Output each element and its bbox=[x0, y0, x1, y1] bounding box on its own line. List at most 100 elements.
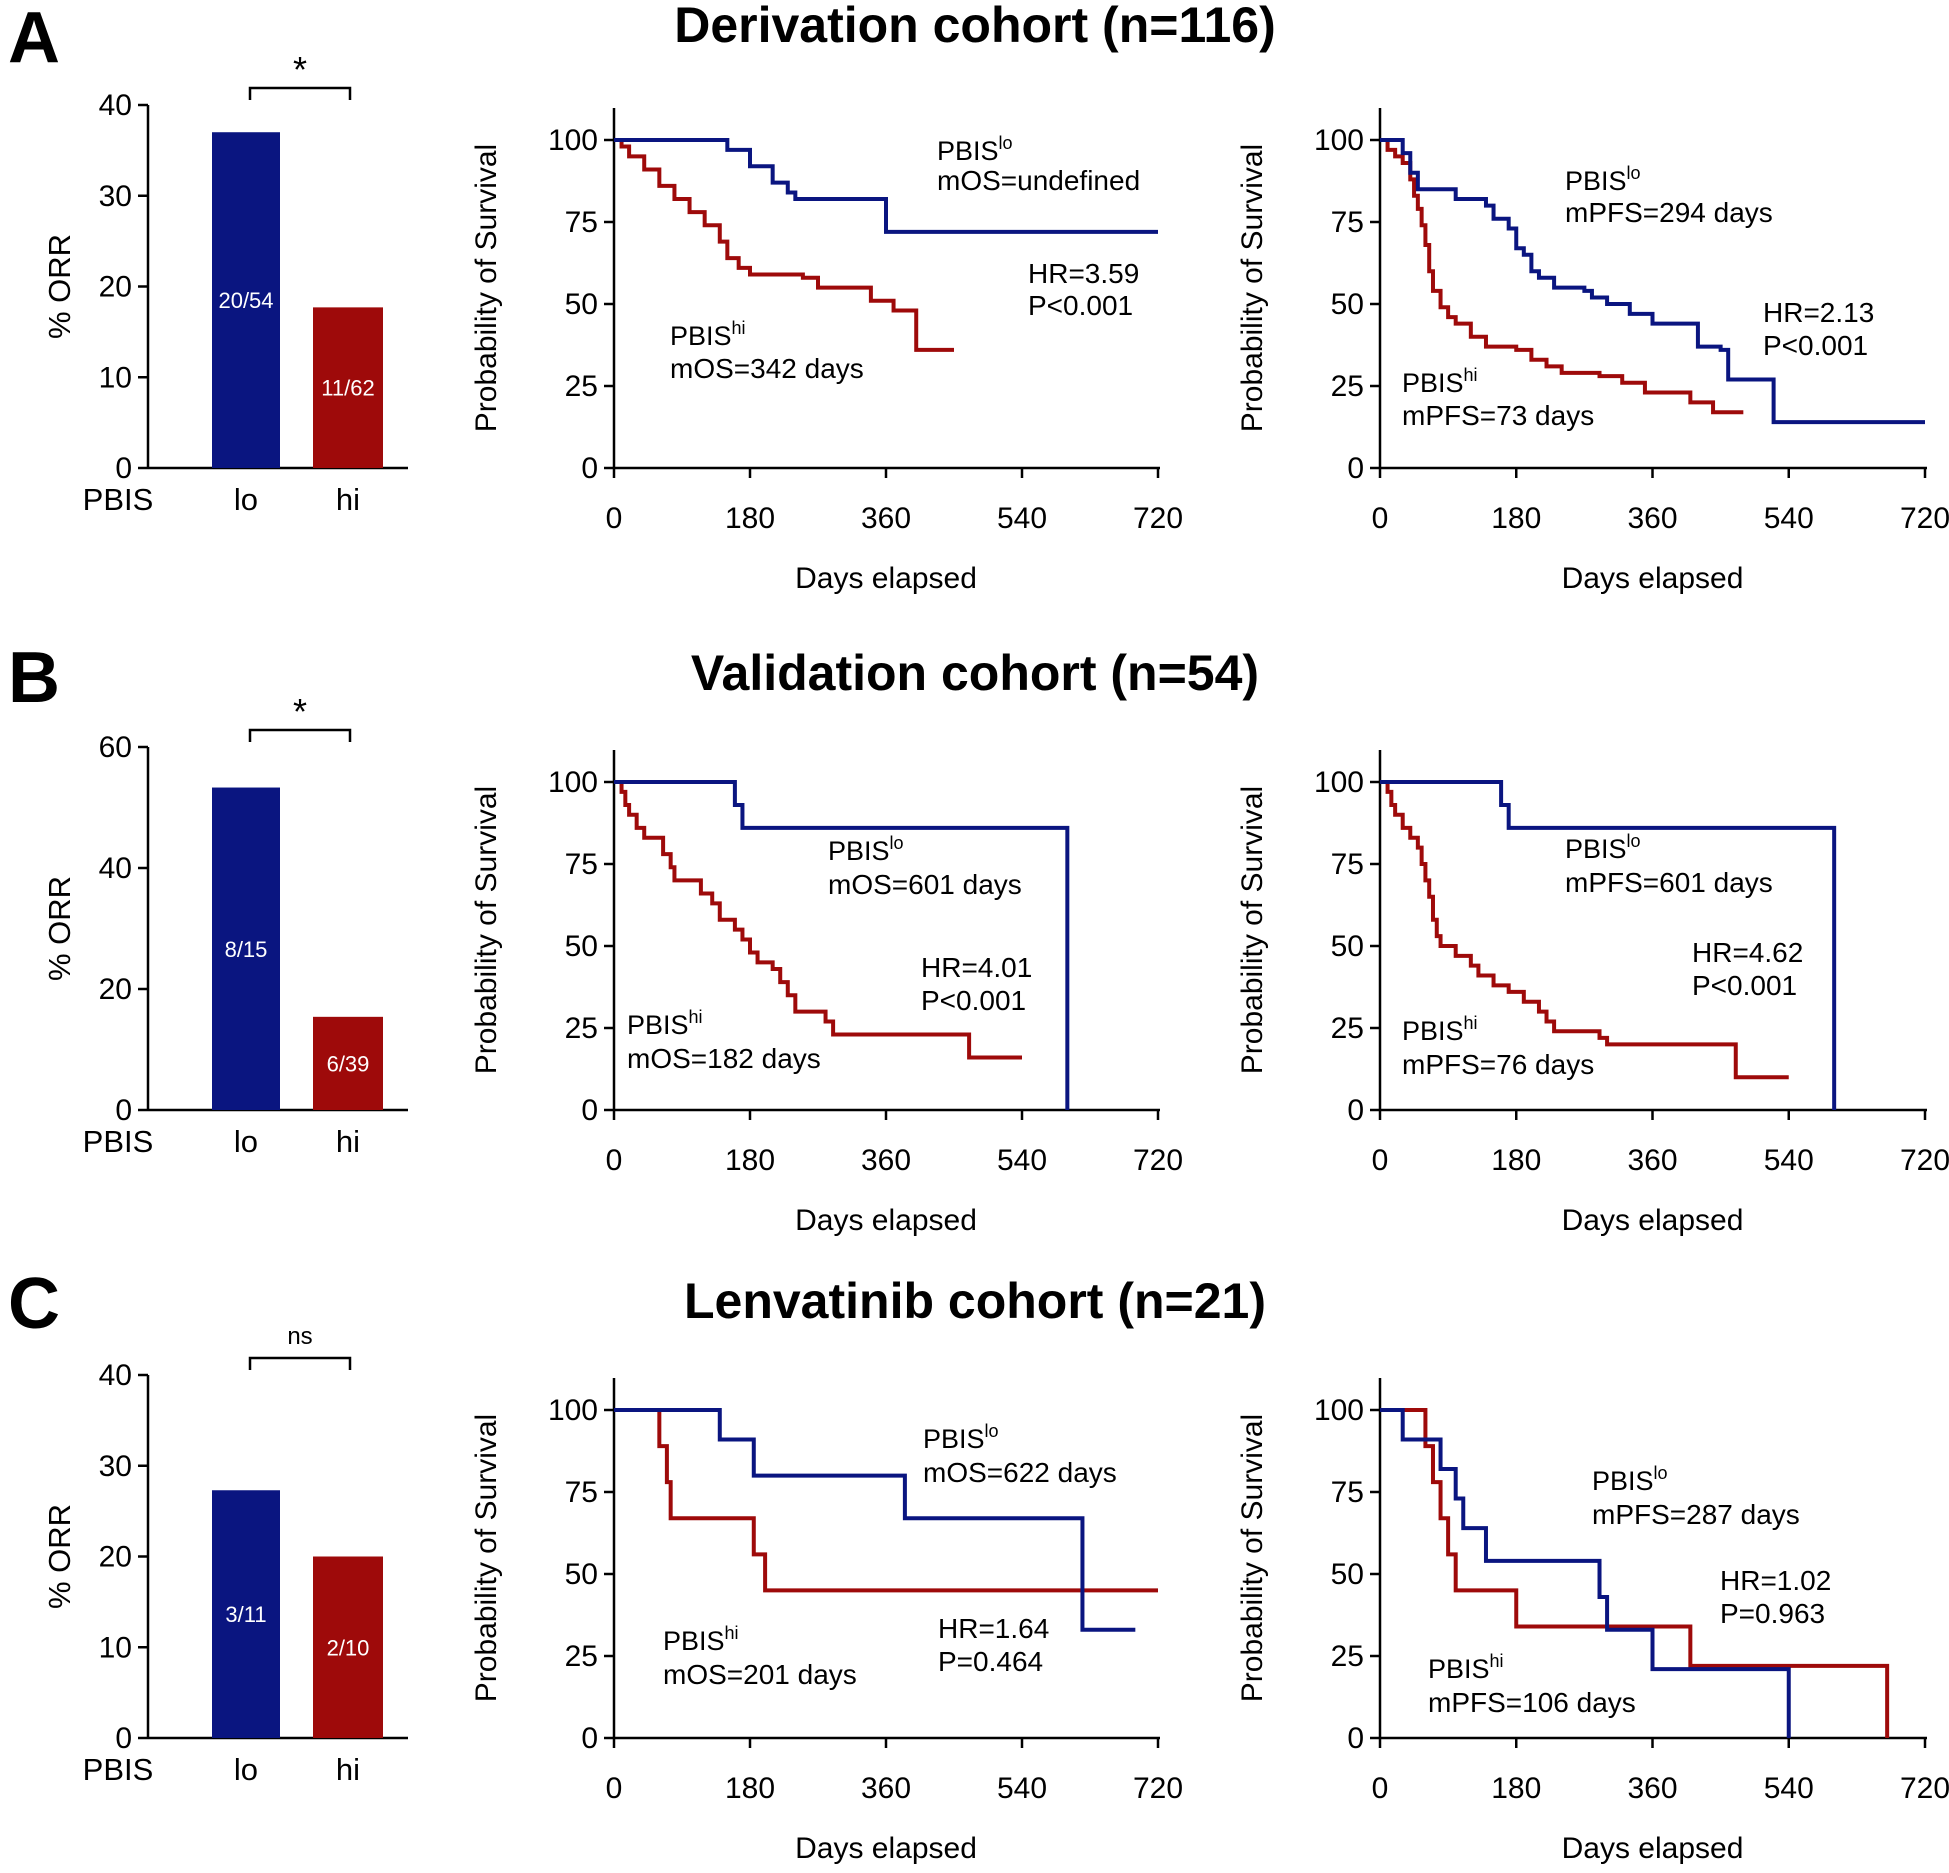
y-tick-label: 50 bbox=[565, 288, 598, 321]
group-hi-label: PBIShi bbox=[670, 318, 746, 351]
y-axis-title: % ORR bbox=[42, 234, 77, 339]
y-tick-label: 100 bbox=[548, 766, 598, 799]
pfs-km-chart: 0 25 50 75 100 0 180 360 540 720 Probability of Su… bbox=[1236, 108, 1949, 595]
hazard-ratio-label: HR=1.02 bbox=[1720, 1565, 1831, 1596]
y-tick-label: 50 bbox=[1331, 930, 1364, 963]
y-tick-label: 50 bbox=[565, 930, 598, 963]
group-label: PBIS bbox=[1428, 1654, 1490, 1684]
bar-category-label: lo bbox=[234, 482, 258, 517]
x-tick-label: 720 bbox=[1133, 1772, 1183, 1805]
group-label: PBIS bbox=[828, 836, 890, 866]
y-tick-label: 20 bbox=[99, 271, 132, 304]
x-tick-label: 360 bbox=[861, 502, 911, 535]
significance-label: * bbox=[293, 691, 307, 732]
significance-bracket bbox=[248, 1356, 352, 1370]
x-group-label: PBIS bbox=[83, 482, 154, 517]
y-tick-label: 100 bbox=[1314, 124, 1364, 157]
y-tick-label: 0 bbox=[1347, 452, 1364, 485]
bar-count-label: 8/15 bbox=[225, 937, 268, 962]
group-superscript: lo bbox=[1627, 831, 1641, 851]
p-value-label: P<0.001 bbox=[921, 985, 1026, 1016]
y-tick-label: 100 bbox=[548, 124, 598, 157]
y-tick-label: 0 bbox=[115, 1722, 132, 1755]
group-lo-label: PBISlo bbox=[923, 1421, 999, 1454]
bar-count-label: 2/10 bbox=[327, 1635, 370, 1660]
curve-hi bbox=[1380, 780, 1789, 1080]
x-tick-label: 180 bbox=[1491, 502, 1541, 535]
x-tick-label: 540 bbox=[1764, 1772, 1814, 1805]
y-axis-title: Probability of Survival bbox=[470, 1414, 503, 1702]
median-lo-label: mPFS=287 days bbox=[1592, 1499, 1800, 1530]
hazard-ratio-label: HR=3.59 bbox=[1028, 258, 1139, 289]
y-tick-label: 25 bbox=[565, 1640, 598, 1673]
group-superscript: lo bbox=[1627, 163, 1641, 183]
os-km-chart: 0 25 50 75 100 0 180 360 540 720 Probability of Su… bbox=[470, 1378, 1183, 1865]
bar-lo bbox=[212, 132, 280, 468]
y-tick-label: 100 bbox=[548, 1394, 598, 1427]
x-group-label: PBIS bbox=[83, 1752, 154, 1787]
y-tick-label: 25 bbox=[565, 370, 598, 403]
bar-count-label: 20/54 bbox=[218, 288, 273, 313]
y-tick-label: 25 bbox=[1331, 1640, 1364, 1673]
significance-label: * bbox=[293, 49, 307, 90]
group-label: PBIS bbox=[670, 321, 732, 351]
y-axis-title: % ORR bbox=[42, 876, 77, 981]
y-axis-title: % ORR bbox=[42, 1504, 77, 1609]
hazard-ratio-label: HR=4.62 bbox=[1692, 937, 1803, 968]
pfs-km-chart: 0 25 50 75 100 0 180 360 540 720 Probability of Su… bbox=[1236, 1378, 1949, 1865]
x-axis-title: Days elapsed bbox=[1562, 1204, 1744, 1237]
curve-hi bbox=[614, 1408, 1158, 1593]
y-tick-label: 40 bbox=[99, 89, 132, 122]
panel-title: Validation cohort (n=54) bbox=[691, 645, 1259, 701]
x-tick-label: 0 bbox=[606, 1772, 623, 1805]
x-tick-label: 540 bbox=[1764, 1144, 1814, 1177]
curve-lo bbox=[1380, 780, 1837, 1110]
y-tick-label: 0 bbox=[581, 1722, 598, 1755]
group-superscript: lo bbox=[999, 133, 1013, 153]
y-tick-label: 100 bbox=[1314, 1394, 1364, 1427]
p-value-label: P<0.001 bbox=[1763, 330, 1868, 361]
group-superscript: hi bbox=[1464, 365, 1478, 385]
y-tick-label: 0 bbox=[115, 1094, 132, 1127]
y-axis-title: Probability of Survival bbox=[1236, 1414, 1269, 1702]
pfs-km-chart: 0 25 50 75 100 0 180 360 540 720 Probability of Su… bbox=[1236, 750, 1949, 1237]
y-tick-label: 10 bbox=[99, 1631, 132, 1664]
p-value-label: P=0.464 bbox=[938, 1646, 1043, 1677]
y-tick-label: 60 bbox=[99, 731, 132, 764]
p-value-label: P<0.001 bbox=[1028, 290, 1133, 321]
x-tick-label: 720 bbox=[1900, 502, 1949, 535]
panel-title: Lenvatinib cohort (n=21) bbox=[684, 1273, 1266, 1329]
x-tick-label: 0 bbox=[606, 502, 623, 535]
group-superscript: hi bbox=[732, 318, 746, 338]
group-superscript: hi bbox=[1464, 1013, 1478, 1033]
group-lo-label: PBISlo bbox=[828, 833, 904, 866]
median-lo-label: mPFS=601 days bbox=[1565, 867, 1773, 898]
x-tick-label: 0 bbox=[606, 1144, 623, 1177]
group-label: PBIS bbox=[627, 1010, 689, 1040]
x-tick-label: 360 bbox=[1627, 502, 1677, 535]
x-axis-title: Days elapsed bbox=[1562, 1832, 1744, 1865]
hazard-ratio-label: HR=2.13 bbox=[1763, 297, 1874, 328]
y-axis-title: Probability of Survival bbox=[470, 786, 503, 1074]
bar-hi bbox=[313, 1556, 383, 1738]
p-value-label: P=0.963 bbox=[1720, 1598, 1825, 1629]
x-tick-label: 180 bbox=[725, 1772, 775, 1805]
group-lo-label: PBISlo bbox=[937, 133, 1013, 166]
bar-hi bbox=[313, 1016, 383, 1110]
group-label: PBIS bbox=[663, 1626, 725, 1656]
y-tick-label: 0 bbox=[581, 452, 598, 485]
x-tick-label: 360 bbox=[1627, 1772, 1677, 1805]
panel-b: B Validation cohort (n=54) 0 20 40 60 % ORR 8/1… bbox=[8, 638, 1949, 1237]
x-tick-label: 540 bbox=[997, 1144, 1047, 1177]
panel-c: C Lenvatinib cohort (n=21) 0 10 20 30 40 % ORR 3… bbox=[8, 1264, 1949, 1865]
y-tick-label: 75 bbox=[1331, 206, 1364, 239]
curve-lo bbox=[614, 1408, 1136, 1632]
y-tick-label: 0 bbox=[115, 452, 132, 485]
y-tick-label: 75 bbox=[565, 206, 598, 239]
group-label: PBIS bbox=[1402, 1016, 1464, 1046]
group-label: PBIS bbox=[923, 1424, 985, 1454]
x-tick-label: 360 bbox=[861, 1772, 911, 1805]
y-tick-label: 40 bbox=[99, 852, 132, 885]
x-tick-label: 720 bbox=[1133, 1144, 1183, 1177]
